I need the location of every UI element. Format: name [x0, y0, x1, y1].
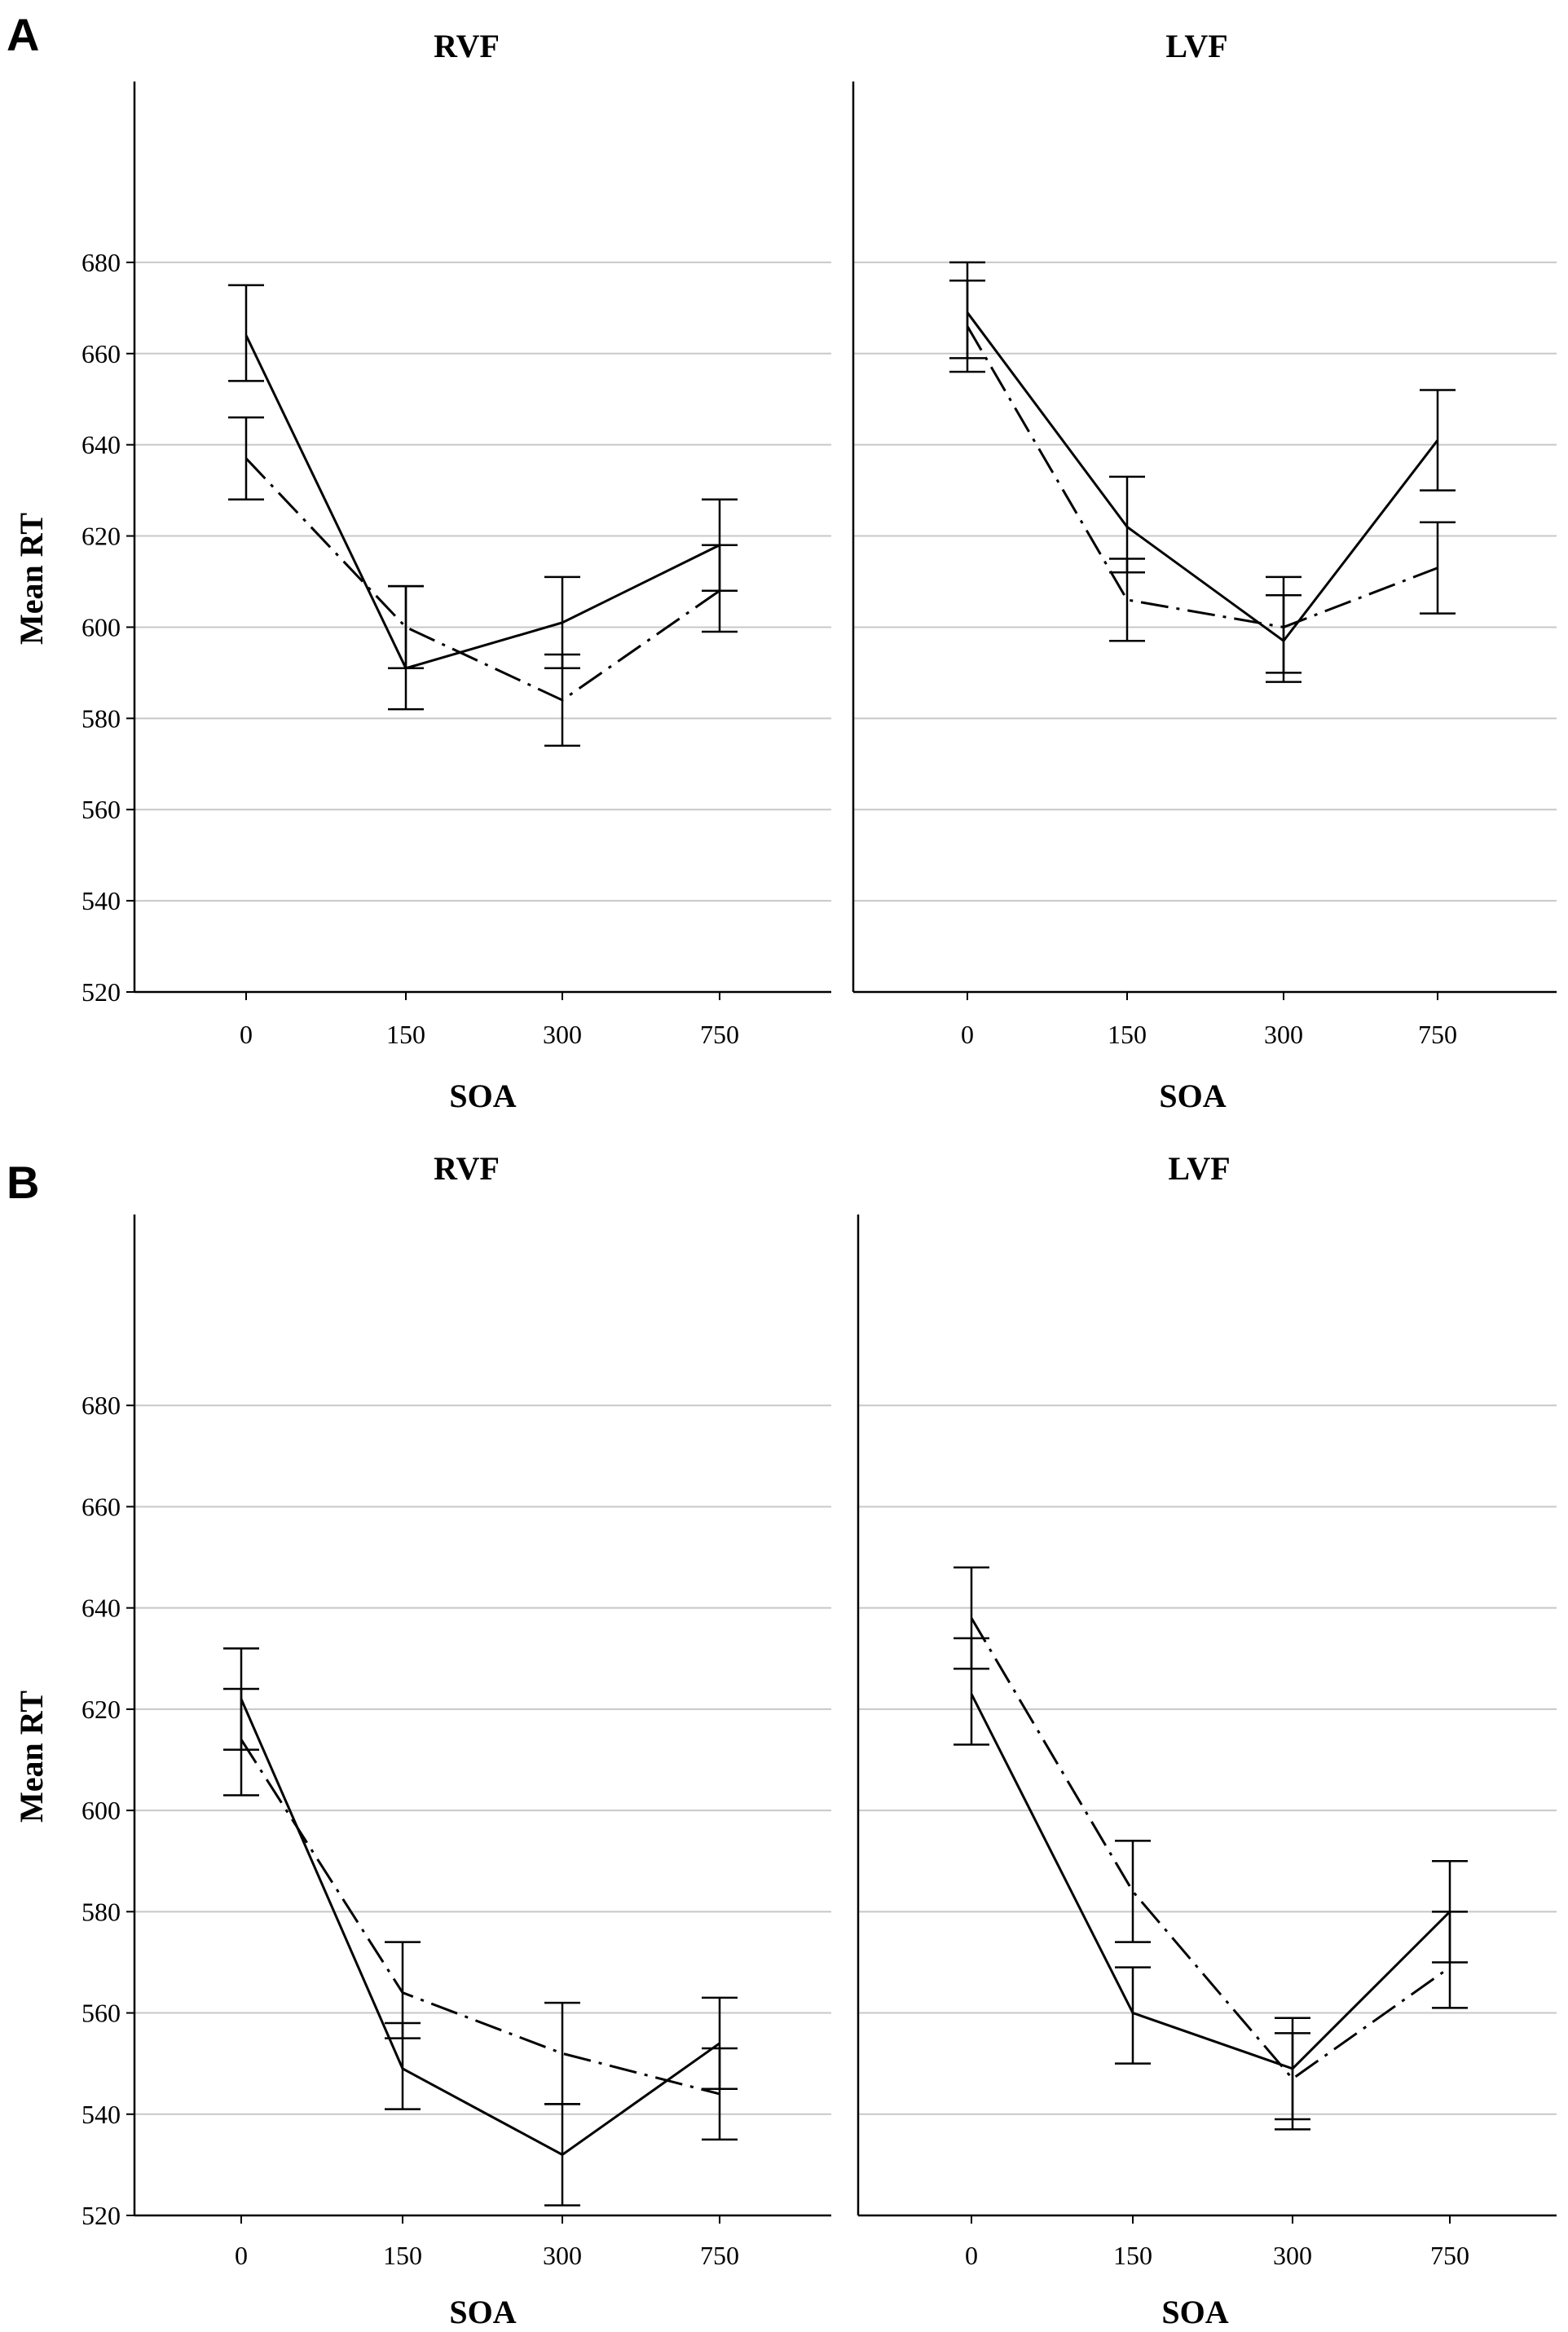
series-line-dash-dot — [966, 325, 1438, 628]
y-tick-label: 680 — [81, 248, 121, 277]
x-tick-label: 300 — [543, 1020, 582, 1049]
x-tick-label: 750 — [700, 1020, 739, 1049]
panel-title: RVF — [434, 28, 500, 64]
y-tick-label: 660 — [81, 339, 121, 368]
y-tick-label: 600 — [81, 612, 121, 641]
error-bar — [954, 1566, 989, 1670]
error-bar — [228, 416, 264, 501]
panel-b-rvf: B 520 540 560 580 600 620 640 660 680 0 150 300 750 RV… — [7, 1150, 831, 2330]
y-tick-label: 560 — [81, 795, 121, 824]
x-tick-label: 750 — [1430, 2241, 1469, 2270]
series-line-dash-dot — [970, 1617, 1451, 2081]
x-tick-label: 0 — [961, 1020, 974, 1049]
series-line-solid — [966, 311, 1439, 643]
x-tick-label: 150 — [386, 1020, 425, 1049]
panel-b-lvf: 0 150 300 750 LVF SOA — [857, 1150, 1557, 2330]
error-bar — [544, 2103, 580, 2206]
error-bar — [1115, 1966, 1151, 2065]
error-bar — [1420, 389, 1456, 492]
error-bar — [702, 544, 738, 633]
series-line-solid — [244, 334, 720, 670]
error-bar — [1109, 558, 1145, 642]
y-tick-label: 600 — [81, 1796, 121, 1825]
y-tick-label: 680 — [81, 1391, 121, 1420]
series-line-dash-dot — [240, 1739, 720, 2096]
panel-title: RVF — [434, 1150, 500, 1187]
x-tick-label: 300 — [1273, 2241, 1312, 2270]
y-axis-title: Mean RT — [13, 513, 50, 645]
y-tick-label: 660 — [81, 1492, 121, 1521]
error-bar — [544, 2001, 580, 2105]
y-tick-label: 520 — [81, 977, 121, 1007]
y-tick-label: 620 — [81, 1695, 121, 1724]
series-line-dash-dot — [244, 457, 720, 702]
y-axis-title: Mean RT — [13, 1691, 50, 1823]
x-tick-label: 0 — [240, 1020, 253, 1049]
panel-title: LVF — [1165, 28, 1227, 64]
error-bar — [949, 280, 985, 373]
y-tick-label: 640 — [81, 1594, 121, 1623]
y-tick-label: 560 — [81, 1999, 121, 2028]
x-axis-title: SOA — [449, 1078, 516, 1114]
x-axis-title: SOA — [1161, 2294, 1228, 2330]
y-tick-label: 620 — [81, 522, 121, 551]
y-tick-label: 640 — [81, 430, 121, 460]
error-bar — [702, 2047, 738, 2141]
y-tick-label: 520 — [81, 2201, 121, 2230]
panel-a-lvf: 0 150 300 750 LVF SOA — [852, 28, 1557, 1114]
y-tick-label: 580 — [81, 1897, 121, 1926]
y-tick-label: 580 — [81, 703, 121, 733]
panel-title: LVF — [1168, 1150, 1230, 1187]
y-tick-label: 540 — [81, 886, 121, 915]
x-tick-label: 750 — [1418, 1020, 1457, 1049]
x-axis-title: SOA — [449, 2294, 516, 2330]
error-bar — [1432, 1911, 1468, 2009]
x-tick-label: 0 — [235, 2241, 248, 2270]
y-tick-label: 540 — [81, 2100, 121, 2129]
x-tick-label: 150 — [1108, 1020, 1147, 1049]
error-bar — [388, 584, 424, 670]
error-bar — [1266, 575, 1302, 674]
series-line-solid — [240, 1698, 720, 2157]
error-bar — [1420, 521, 1456, 615]
error-bar — [223, 1687, 259, 1796]
error-bar — [1275, 2032, 1310, 2131]
error-bar — [228, 284, 264, 382]
panel-a-rvf: A 520 540 560 580 600 620 640 660 680 0 150 300 750 RV… — [7, 9, 831, 1114]
panel-letter: A — [7, 9, 39, 60]
error-bar — [544, 653, 580, 747]
panel-letter: B — [7, 1157, 39, 1208]
error-bar — [385, 1941, 421, 2039]
x-axis-title: SOA — [1159, 1078, 1226, 1114]
series-line-solid — [970, 1693, 1451, 2070]
x-tick-label: 150 — [383, 2241, 422, 2270]
x-tick-label: 0 — [965, 2241, 978, 2270]
x-tick-label: 750 — [700, 2241, 739, 2270]
error-bar — [1115, 1840, 1151, 1943]
x-tick-label: 150 — [1113, 2241, 1152, 2270]
x-tick-label: 300 — [1264, 1020, 1303, 1049]
x-tick-label: 300 — [543, 2241, 582, 2270]
